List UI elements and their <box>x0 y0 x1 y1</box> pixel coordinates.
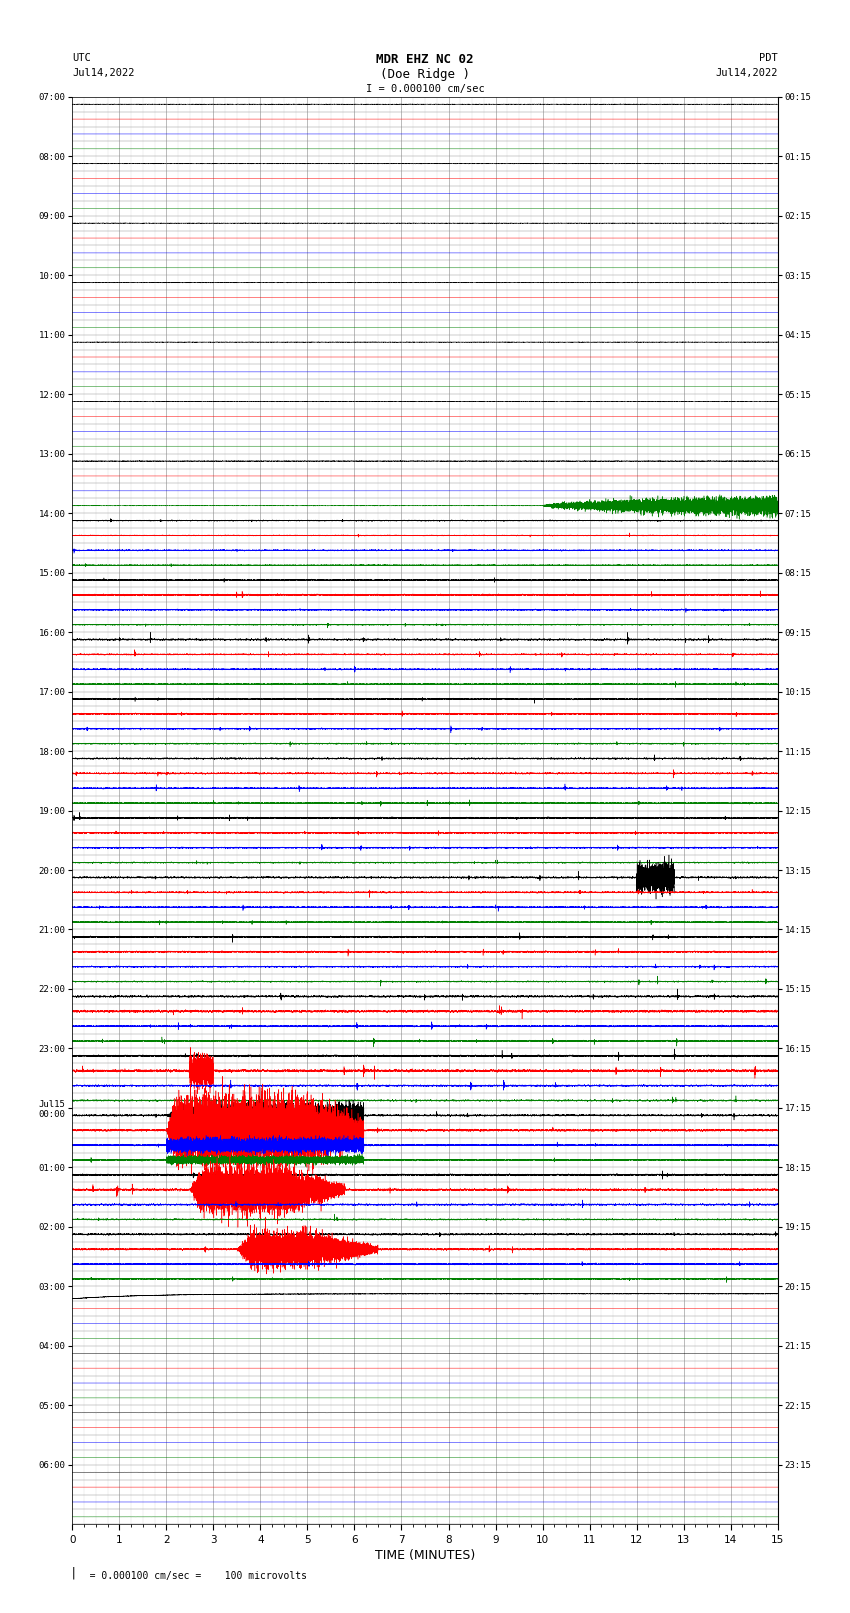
Text: MDR EHZ NC 02: MDR EHZ NC 02 <box>377 53 473 66</box>
Text: PDT: PDT <box>759 53 778 63</box>
X-axis label: TIME (MINUTES): TIME (MINUTES) <box>375 1548 475 1561</box>
Text: Jul14,2022: Jul14,2022 <box>72 68 135 77</box>
Text: I = 0.000100 cm/sec: I = 0.000100 cm/sec <box>366 84 484 94</box>
Text: UTC: UTC <box>72 53 91 63</box>
Text: (Doe Ridge ): (Doe Ridge ) <box>380 68 470 81</box>
Text: Jul14,2022: Jul14,2022 <box>715 68 778 77</box>
Text: |: | <box>70 1566 77 1579</box>
Text: = 0.000100 cm/sec =    100 microvolts: = 0.000100 cm/sec = 100 microvolts <box>72 1571 307 1581</box>
